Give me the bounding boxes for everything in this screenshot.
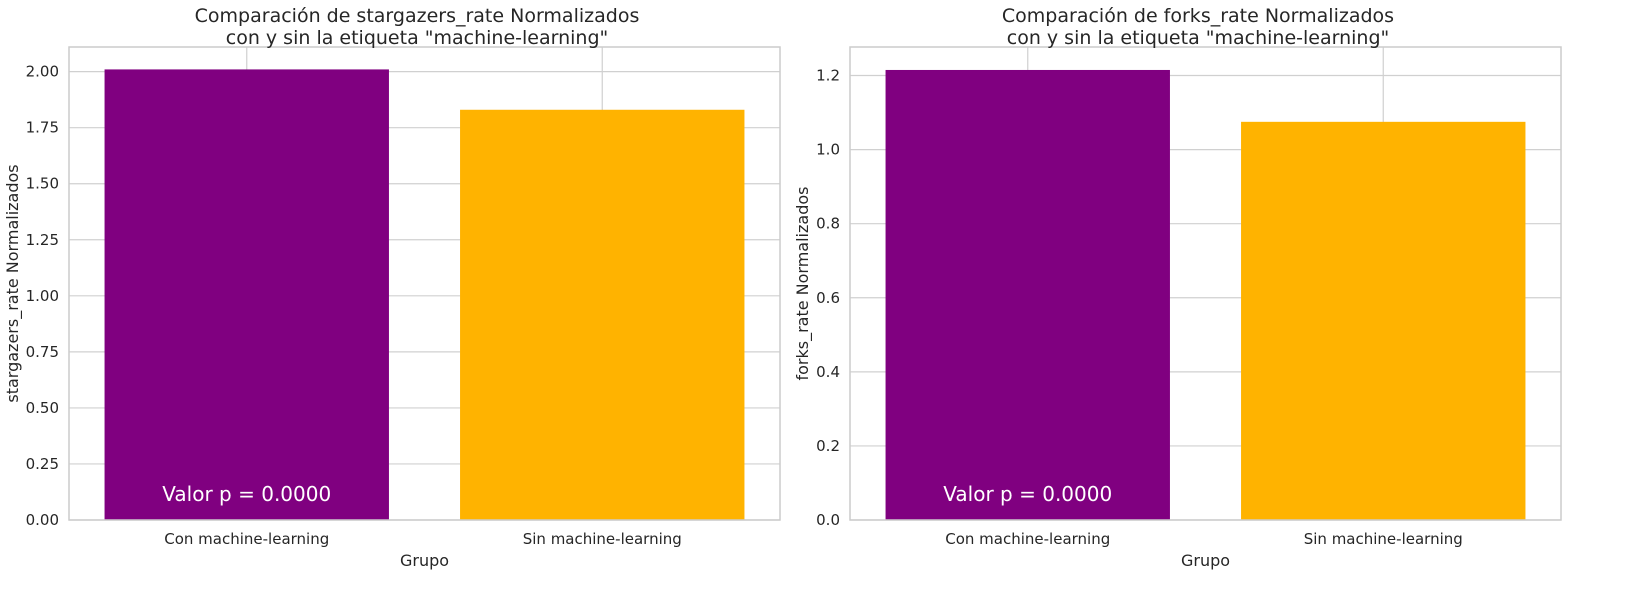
chart-title-line-1: Comparación de forks_rate Normalizados: [1002, 5, 1394, 27]
x-axis-label: Grupo: [400, 551, 449, 570]
y-tick-label: 0.00: [26, 511, 59, 529]
y-axis-label: stargazers_rate Normalizados: [3, 164, 23, 402]
y-tick-label: 1.00: [26, 287, 59, 305]
y-tick-label: 1.50: [26, 175, 59, 193]
plot-frame: [68, 46, 781, 521]
y-tick-label: 1.75: [26, 119, 59, 137]
y-axis-label: forks_rate Normalizados: [793, 186, 813, 380]
y-tick-label: 0.6: [816, 289, 840, 307]
bar-1: [885, 69, 1170, 521]
chart-panel-2: 0.0 0.2 0.4 0.6 0.8 1.0 1.2 Con machine-learnin…: [793, 5, 1562, 570]
y-tick-label: 2.00: [26, 63, 59, 81]
bar-2: [460, 109, 745, 521]
bar-2: [1241, 121, 1526, 520]
y-tick-label: 0.25: [26, 455, 59, 473]
y-tick-label: 1.25: [26, 231, 59, 249]
p-value-annotation: Valor p = 0.0000: [162, 482, 331, 506]
chart-title-line-2: con y sin la etiqueta "machine-learning": [226, 27, 609, 49]
p-value-annotation: Valor p = 0.0000: [943, 482, 1112, 506]
x-tick-label: Sin machine-learning: [523, 530, 682, 548]
x-tick-label: Sin machine-learning: [1304, 530, 1463, 548]
chart-panel-1: 0.00 0.25 0.50 0.75 1.00 1.25 1.50 1.75 2.00 Con …: [3, 5, 781, 570]
chart-title-line-1: Comparación de stargazers_rate Normaliza…: [195, 5, 640, 27]
y-tick-label: 0.2: [816, 437, 840, 455]
y-tick-label: 0.8: [816, 215, 840, 233]
y-tick-label: 0.50: [26, 399, 59, 417]
plot-frame: [849, 46, 1562, 521]
y-tick-label: 0.75: [26, 343, 59, 361]
y-tick-label: 0.4: [816, 363, 840, 381]
x-tick-label: Con machine-learning: [164, 530, 329, 548]
chart-title-line-2: con y sin la etiqueta "machine-learning": [1007, 27, 1390, 49]
y-tick-label: 1.0: [816, 141, 840, 159]
x-axis-label: Grupo: [1181, 551, 1230, 570]
y-tick-label: 1.2: [816, 67, 840, 85]
x-tick-label: Con machine-learning: [945, 530, 1110, 548]
bar-1: [104, 69, 389, 521]
y-tick-label: 0.0: [816, 511, 840, 529]
